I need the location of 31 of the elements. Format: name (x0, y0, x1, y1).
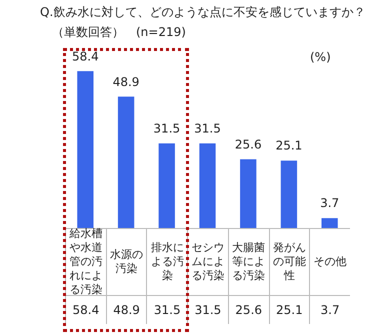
data-label: 3.7 (309, 296, 350, 324)
data-label: 48.9 (106, 296, 146, 324)
text: 58.4 (72, 49, 99, 64)
bar (322, 218, 338, 228)
data-label: 31.5 (187, 296, 228, 324)
annotation: 48.9 (112, 74, 140, 89)
annotation: 31.5 (194, 122, 221, 136)
bar (118, 96, 134, 228)
x-tick-label: セシウムによる汚染 (187, 229, 228, 295)
text: (%) (310, 50, 331, 64)
bar (240, 159, 256, 228)
x-tick-label: 給水槽や水道管の汚れによる汚染 (65, 227, 106, 296)
annotation: 31.5 (153, 122, 180, 136)
data-label: 25.1 (268, 296, 310, 324)
annotation: 3.7 (320, 196, 340, 210)
chart-title: Q.飲み水に対して、どのような点に不安を感じていますか？ (40, 4, 366, 21)
bar (199, 143, 216, 228)
bar (77, 71, 94, 228)
x-tick-label: その他 (309, 229, 350, 295)
data-label: 58.4 (65, 296, 106, 324)
bar (280, 160, 298, 228)
chart-subtitle: （単数回答） (n=219) (52, 24, 186, 41)
annotation: 25.6 (234, 137, 262, 152)
data-label: 25.6 (228, 296, 269, 324)
annotation: 25.1 (276, 138, 302, 153)
x-tick-label: 水源の汚染 (106, 229, 146, 295)
bar (158, 143, 175, 228)
x-tick-label: 排水による汚染 (146, 229, 188, 295)
x-tick-label: 発がんの可能性 (268, 229, 310, 295)
data-label: 31.5 (146, 296, 188, 324)
x-tick-label: 大腸菌等による汚染 (228, 229, 269, 295)
